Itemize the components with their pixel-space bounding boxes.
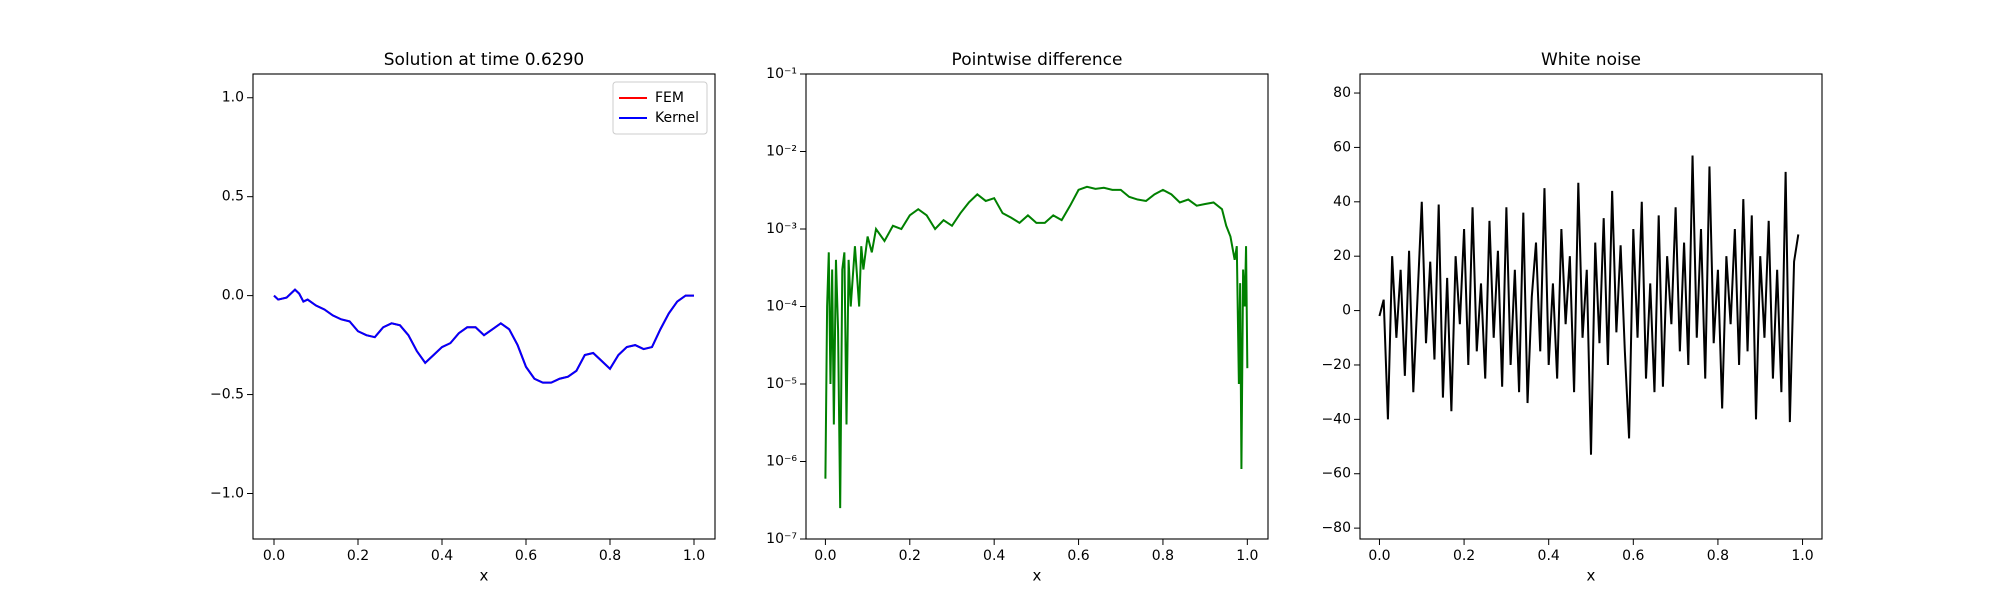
chart-title: Solution at time 0.6290: [384, 50, 584, 70]
y-tick-label: 40: [1333, 194, 1351, 210]
y-tick-label: 80: [1333, 85, 1351, 101]
x-tick-label: 0.4: [983, 548, 1005, 564]
x-tick-label: 0.2: [899, 548, 921, 564]
y-tick-label: −1.0: [210, 485, 244, 501]
y-tick-label: −80: [1321, 520, 1351, 536]
axes-frame: [252, 73, 716, 540]
x-tick-label: 0.8: [599, 548, 621, 564]
legend-label: FEM: [655, 90, 684, 106]
x-tick-label: 0.0: [1368, 548, 1390, 564]
y-tick-label: 10⁻⁴: [766, 299, 797, 315]
x-tick-label: 0.6: [1622, 548, 1644, 564]
y-tick-label: 0.0: [222, 288, 244, 304]
y-tick-label: 10⁻²: [766, 144, 797, 160]
y-tick-label: 10⁻³: [766, 221, 797, 237]
data-line: [1378, 155, 1800, 455]
y-tick-label: −0.5: [210, 387, 244, 403]
y-tick-label: 1.0: [222, 90, 244, 106]
plot-area: [824, 185, 1249, 509]
x-tick-label: 1.0: [683, 548, 705, 564]
axes-frame: [805, 73, 1269, 540]
x-axis-label: x: [480, 567, 489, 585]
y-tick-label: 10⁻¹: [766, 66, 797, 82]
x-tick-label: 0.2: [1453, 548, 1475, 564]
legend-label: Kernel: [655, 110, 699, 126]
plot-area: [273, 288, 694, 384]
plot-area: [1378, 155, 1800, 455]
x-tick-label: 0.4: [431, 548, 453, 564]
x-tick-label: 0.4: [1538, 548, 1560, 564]
x-tick-label: 1.0: [1236, 548, 1258, 564]
x-tick-label: 0.8: [1152, 548, 1174, 564]
x-axis-label: x: [1033, 567, 1042, 585]
y-tick-label: 10⁻⁶: [766, 454, 797, 470]
data-line: [273, 288, 694, 384]
y-tick-label: 20: [1333, 248, 1351, 264]
x-tick-label: 0.2: [347, 548, 369, 564]
axes-frame: [1359, 73, 1823, 540]
chart-title: White noise: [1541, 50, 1641, 70]
x-tick-label: 0.0: [263, 548, 285, 564]
y-tick-label: 0.5: [222, 189, 244, 205]
x-tick-label: 0.6: [515, 548, 537, 564]
x-tick-label: 0.8: [1707, 548, 1729, 564]
x-axis-label: x: [1587, 567, 1596, 585]
x-tick-label: 1.0: [1791, 548, 1813, 564]
x-tick-label: 0.6: [1067, 548, 1089, 564]
y-tick-label: 60: [1333, 139, 1351, 155]
y-tick-label: −20: [1321, 357, 1351, 373]
y-tick-label: 10⁻⁵: [766, 376, 797, 392]
y-tick-label: 10⁻⁷: [766, 531, 797, 547]
x-tick-label: 0.0: [814, 548, 836, 564]
y-tick-label: 0: [1342, 303, 1351, 319]
data-line: [824, 185, 1249, 509]
y-tick-label: −40: [1321, 411, 1351, 427]
chart-title: Pointwise difference: [952, 50, 1123, 70]
legend-box: [612, 81, 708, 135]
y-tick-label: −60: [1321, 466, 1351, 482]
